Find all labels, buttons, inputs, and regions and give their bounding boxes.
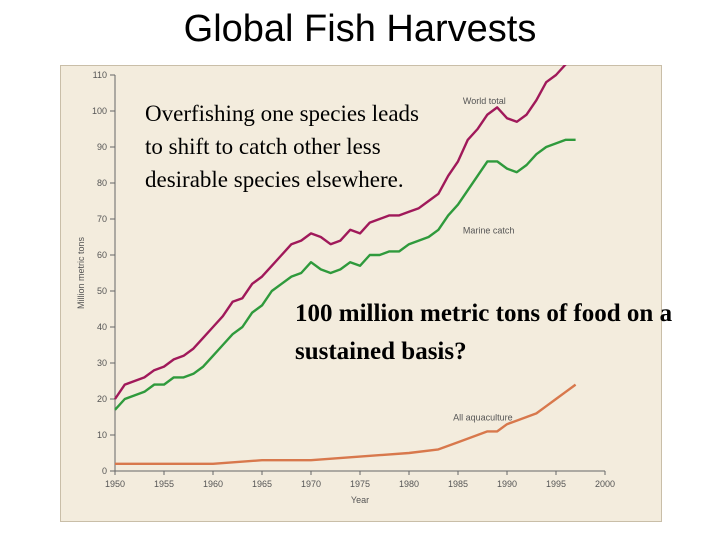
y-tick-label: 90 [97, 142, 107, 152]
x-tick-label: 1970 [301, 479, 321, 489]
callout-sustained-basis: 100 million metric tons of food on a sus… [295, 300, 673, 365]
series-line-marine-catch [114, 138, 576, 411]
y-tick-label: 0 [102, 466, 107, 476]
series-line-all-aquaculture [115, 383, 577, 465]
y-tick-label: 110 [93, 70, 107, 80]
series-group [114, 65, 577, 465]
y-tick-label: 70 [97, 214, 107, 224]
x-axis: 1950 1955 1960 1965 1970 1975 1980 1985 1990 1995… [105, 470, 615, 489]
y-tick-label: 50 [97, 286, 107, 296]
x-tick-label: 1965 [252, 479, 272, 489]
y-axis-label: Million metric tons [76, 236, 86, 309]
x-tick-label: 1995 [546, 479, 566, 489]
series-labels: World total Marine catch All aquaculture [453, 96, 514, 423]
series-label-world-total: World total [463, 96, 506, 106]
y-tick-label: 30 [97, 358, 107, 368]
x-tick-label: 1960 [203, 479, 223, 489]
y-tick-label: 10 [97, 430, 107, 440]
x-tick-label: 1975 [350, 479, 370, 489]
x-tick-label: 1990 [497, 479, 517, 489]
slide-title: Global Fish Harvests [183, 8, 537, 50]
y-tick-label: 60 [97, 250, 107, 260]
x-tick-label: 1955 [154, 479, 174, 489]
series-line-world-total [114, 65, 567, 400]
x-tick-label: 1980 [399, 479, 419, 489]
series-label-marine-catch: Marine catch [463, 225, 515, 235]
y-axis: 0 10 20 30 40 50 60 70 80 90 100 110 [92, 70, 116, 476]
x-tick-label: 1985 [448, 479, 468, 489]
y-tick-label: 20 [97, 394, 107, 404]
callout-overfishing: Overfishing one species leads to shift t… [145, 101, 420, 192]
x-axis-label: Year [351, 495, 369, 505]
x-tick-label: 1950 [105, 479, 125, 489]
series-label-all-aquaculture: All aquaculture [453, 413, 513, 423]
y-tick-label: 100 [92, 106, 107, 116]
y-tick-label: 80 [97, 178, 107, 188]
y-tick-label: 40 [97, 322, 107, 332]
x-tick-label: 2000 [595, 479, 615, 489]
